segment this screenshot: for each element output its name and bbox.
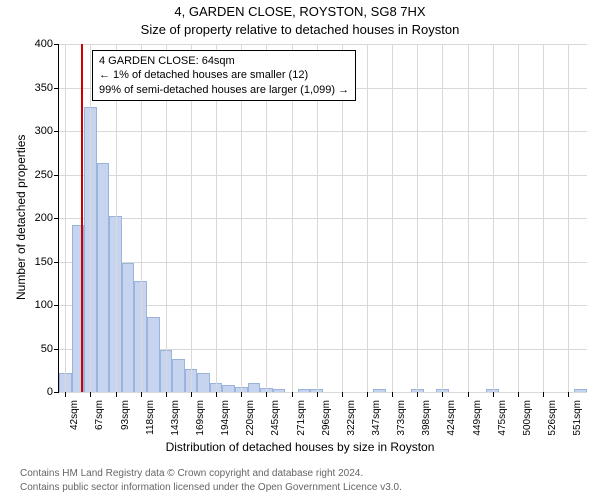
x-tick xyxy=(367,392,368,397)
y-tick-label: 200 xyxy=(23,212,53,224)
x-tick xyxy=(392,392,393,397)
footer-line-2: Contains public sector information licen… xyxy=(20,482,600,493)
gridline-vertical xyxy=(543,44,544,392)
x-tick-label: 93sqm xyxy=(120,400,131,444)
histogram-bar xyxy=(122,263,135,392)
x-tick-label: 449sqm xyxy=(472,400,483,444)
x-tick-label: 42sqm xyxy=(69,400,80,444)
y-tick-label: 250 xyxy=(23,169,53,181)
x-tick-label: 220sqm xyxy=(245,400,256,444)
x-tick-label: 500sqm xyxy=(522,400,533,444)
y-tick xyxy=(54,305,59,306)
x-tick-label: 551sqm xyxy=(572,400,583,444)
x-axis-label: Distribution of detached houses by size … xyxy=(0,440,600,454)
x-tick xyxy=(90,392,91,397)
y-tick xyxy=(54,88,59,89)
gridline-vertical xyxy=(493,44,494,392)
gridline-vertical xyxy=(442,44,443,392)
x-tick-label: 194sqm xyxy=(220,400,231,444)
property-marker-line xyxy=(81,44,83,392)
x-tick xyxy=(518,392,519,397)
y-tick xyxy=(54,131,59,132)
x-tick-label: 373sqm xyxy=(396,400,407,444)
annotation-line-3: 99% of semi-detached houses are larger (… xyxy=(99,83,349,97)
y-tick-label: 400 xyxy=(23,38,53,50)
y-tick xyxy=(54,262,59,263)
x-tick xyxy=(65,392,66,397)
y-tick xyxy=(54,218,59,219)
histogram-bar xyxy=(97,163,110,392)
annotation-box: 4 GARDEN CLOSE: 64sqm← 1% of detached ho… xyxy=(92,50,356,101)
x-tick xyxy=(568,392,569,397)
y-tick-label: 50 xyxy=(23,343,53,355)
x-tick-label: 296sqm xyxy=(321,400,332,444)
histogram-bar xyxy=(373,389,386,392)
annotation-line-1: 4 GARDEN CLOSE: 64sqm xyxy=(99,54,349,68)
x-tick-label: 67sqm xyxy=(94,400,105,444)
footer-line-1: Contains HM Land Registry data © Crown c… xyxy=(20,468,600,479)
histogram-bar xyxy=(574,389,587,392)
histogram-bar xyxy=(273,389,286,392)
histogram-bar xyxy=(197,373,210,392)
x-tick xyxy=(417,392,418,397)
x-tick xyxy=(442,392,443,397)
histogram-bar xyxy=(298,389,311,392)
y-tick-label: 350 xyxy=(23,82,53,94)
x-tick-label: 475sqm xyxy=(497,400,508,444)
x-tick xyxy=(543,392,544,397)
x-tick xyxy=(166,392,167,397)
x-tick xyxy=(266,392,267,397)
gridline-horizontal xyxy=(59,131,587,132)
x-tick xyxy=(342,392,343,397)
gridline-vertical xyxy=(392,44,393,392)
x-tick xyxy=(216,392,217,397)
chart-subtitle: Size of property relative to detached ho… xyxy=(0,22,600,37)
x-tick xyxy=(116,392,117,397)
gridline-vertical xyxy=(468,44,469,392)
y-tick xyxy=(54,392,59,393)
gridline-vertical xyxy=(65,44,66,392)
gridline-horizontal xyxy=(59,44,587,45)
x-tick xyxy=(468,392,469,397)
plot-area: 05010015020025030035040042sqm67sqm93sqm1… xyxy=(58,44,587,393)
x-tick-label: 118sqm xyxy=(145,400,156,444)
x-tick-label: 245sqm xyxy=(270,400,281,444)
x-tick xyxy=(317,392,318,397)
x-tick xyxy=(141,392,142,397)
x-tick-label: 169sqm xyxy=(195,400,206,444)
gridline-vertical xyxy=(367,44,368,392)
x-tick-label: 322sqm xyxy=(346,400,357,444)
gridline-horizontal xyxy=(59,175,587,176)
x-tick xyxy=(191,392,192,397)
gridline-horizontal xyxy=(59,218,587,219)
histogram-bar xyxy=(248,383,261,392)
gridline-horizontal xyxy=(59,262,587,263)
histogram-bar xyxy=(147,317,160,392)
y-tick xyxy=(54,349,59,350)
x-tick xyxy=(292,392,293,397)
x-tick-label: 424sqm xyxy=(446,400,457,444)
y-tick xyxy=(54,44,59,45)
x-tick xyxy=(241,392,242,397)
y-tick-label: 150 xyxy=(23,256,53,268)
y-tick-label: 100 xyxy=(23,299,53,311)
gridline-horizontal xyxy=(59,392,587,393)
histogram-bar xyxy=(222,385,235,392)
x-tick xyxy=(493,392,494,397)
chart-title: 4, GARDEN CLOSE, ROYSTON, SG8 7HX xyxy=(0,4,600,19)
annotation-line-2: ← 1% of detached houses are smaller (12) xyxy=(99,68,349,82)
y-tick-label: 0 xyxy=(23,386,53,398)
gridline-vertical xyxy=(518,44,519,392)
y-tick-label: 300 xyxy=(23,125,53,137)
x-tick-label: 143sqm xyxy=(170,400,181,444)
gridline-vertical xyxy=(417,44,418,392)
x-tick-label: 347sqm xyxy=(371,400,382,444)
x-tick-label: 526sqm xyxy=(547,400,558,444)
y-tick xyxy=(54,175,59,176)
x-tick-label: 398sqm xyxy=(421,400,432,444)
gridline-vertical xyxy=(568,44,569,392)
histogram-bar xyxy=(172,359,185,392)
x-tick-label: 271sqm xyxy=(296,400,307,444)
